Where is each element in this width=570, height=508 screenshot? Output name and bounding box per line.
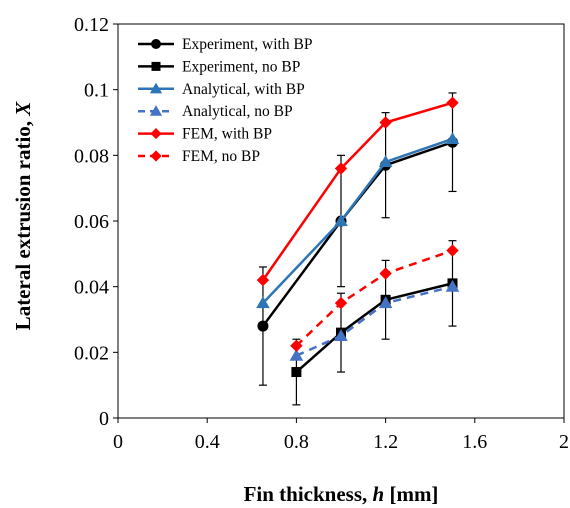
y-tick-label: 0.02 bbox=[74, 342, 109, 364]
x-tick-label: 0 bbox=[113, 431, 123, 453]
data-point bbox=[256, 296, 270, 309]
data-point bbox=[289, 348, 304, 361]
y-tick-label: 0.1 bbox=[84, 80, 109, 102]
data-point bbox=[334, 329, 348, 342]
series-line bbox=[261, 101, 453, 281]
data-point bbox=[290, 339, 303, 352]
x-tick-label: 1.6 bbox=[462, 431, 487, 453]
legend-marker bbox=[151, 61, 161, 71]
data-point bbox=[291, 367, 302, 378]
data-point bbox=[256, 273, 270, 287]
data-point bbox=[379, 267, 392, 280]
legend-marker bbox=[149, 82, 163, 94]
data-point bbox=[379, 116, 392, 129]
y-tick-label: 0.06 bbox=[74, 211, 109, 233]
legend-label: FEM, with BP bbox=[182, 126, 272, 143]
series-5 bbox=[290, 244, 459, 352]
x-tick-label: 2 bbox=[559, 431, 569, 453]
series-layer bbox=[256, 92, 460, 406]
data-point bbox=[446, 96, 459, 109]
y-tick-label: 0 bbox=[99, 408, 109, 430]
legend-label: Experiment, with BP bbox=[182, 36, 312, 53]
x-tick-label: 1.2 bbox=[373, 431, 398, 453]
data-point bbox=[445, 132, 460, 145]
legend-marker bbox=[150, 150, 162, 162]
x-axis-title-var: h bbox=[373, 482, 385, 506]
series-1 bbox=[291, 240, 458, 406]
data-point bbox=[334, 214, 348, 227]
series-line bbox=[295, 282, 453, 373]
series-4 bbox=[256, 96, 459, 287]
x-tick-label: 0.8 bbox=[284, 431, 309, 453]
y-tick-label: 0.08 bbox=[74, 145, 109, 167]
legend-marker bbox=[150, 128, 162, 140]
legend-label: FEM, no BP bbox=[182, 148, 260, 165]
x-tick-label: 0.4 bbox=[195, 431, 220, 453]
legend: Experiment, with BP Experiment, no BP Anal… bbox=[138, 36, 312, 165]
series-line bbox=[295, 285, 453, 357]
series-0 bbox=[257, 92, 458, 386]
legend-marker bbox=[149, 105, 163, 116]
y-axis-title-prefix: Lateral extrusion ratio, bbox=[11, 116, 35, 331]
series-line bbox=[262, 137, 453, 304]
series-3 bbox=[289, 279, 460, 361]
series-line bbox=[261, 141, 453, 327]
series-2 bbox=[256, 132, 460, 309]
x-axis-title: Fin thickness, h [mm] bbox=[244, 482, 439, 506]
x-axis-title-suffix: [mm] bbox=[384, 482, 438, 506]
data-point bbox=[378, 155, 393, 167]
legend-label: Analytical, no BP bbox=[182, 103, 293, 120]
data-point bbox=[446, 244, 459, 257]
y-axis-title-var: X bbox=[11, 101, 35, 117]
data-point bbox=[334, 296, 348, 310]
y-axis-title: Lateral extrusion ratio, X bbox=[11, 101, 35, 331]
data-point bbox=[445, 279, 460, 292]
legend-label: Experiment, no BP bbox=[182, 58, 300, 75]
data-point bbox=[334, 162, 348, 175]
y-tick-label: 0.12 bbox=[74, 14, 109, 36]
data-point bbox=[378, 296, 393, 309]
series-line bbox=[295, 249, 453, 347]
axes: 0 0.4 0.8 1.2 1.6 2 0 0.02 0.04 0.06 0.08 0.1 0.12 bbox=[74, 14, 569, 453]
y-tick-label: 0.04 bbox=[74, 277, 109, 299]
legend-label: Analytical, with BP bbox=[182, 81, 305, 98]
x-axis-title-prefix: Fin thickness, bbox=[244, 482, 373, 506]
data-point bbox=[257, 320, 269, 332]
legend-marker bbox=[151, 39, 161, 49]
